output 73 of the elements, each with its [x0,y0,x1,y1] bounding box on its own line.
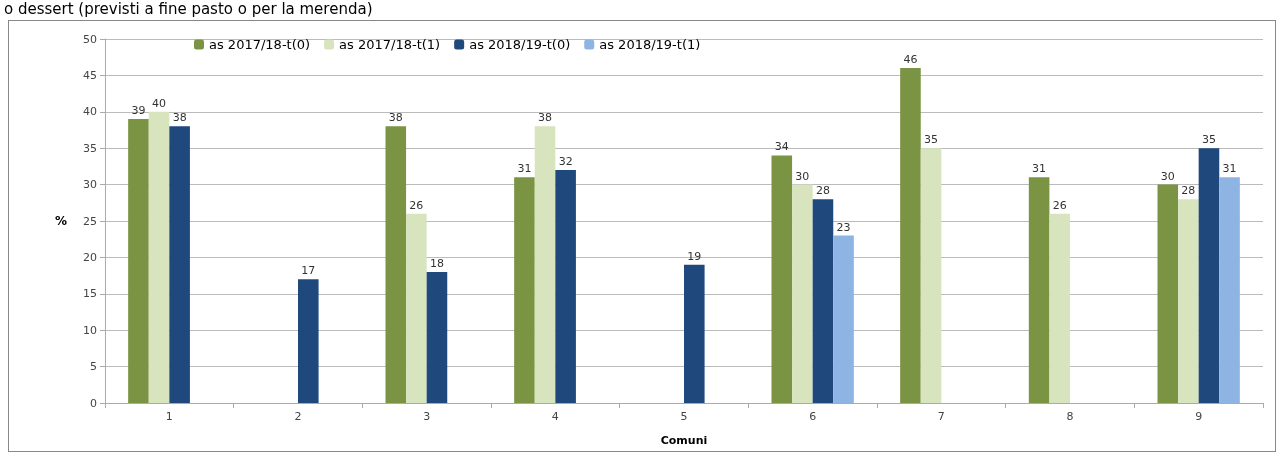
bar [771,155,793,403]
bar [385,126,407,403]
x-tick-label: 3 [423,410,431,423]
bar [792,184,813,403]
x-tick-label: 7 [937,410,945,423]
data-label: 35 [924,133,939,147]
data-label: 46 [903,53,918,67]
bar [684,264,705,403]
data-label: 38 [538,111,553,125]
bar [833,235,854,403]
bar [406,213,427,403]
y-axis-title: % [54,214,67,228]
data-label: 17 [301,264,316,278]
data-label: 18 [429,256,444,270]
y-tick-label: 10 [83,323,97,337]
y-tick-label: 0 [90,396,97,410]
bar [128,119,149,403]
data-label: 35 [1201,133,1216,147]
legend-label: as 2017/18-t(1) [339,37,441,52]
y-tick-label: 20 [83,250,97,264]
x-tick-label: 8 [1066,410,1074,423]
data-label: 26 [409,198,424,212]
bar [920,148,942,403]
y-tick-label: 40 [83,105,97,119]
y-tick-label: 15 [83,287,97,301]
bar [426,271,448,403]
bar [900,68,921,403]
legend-label: as 2018/19-t(1) [599,37,701,52]
data-label: 38 [388,111,403,125]
bar [1198,148,1220,403]
bar [169,126,190,403]
data-label: 31 [1222,162,1237,176]
x-tick-label: 5 [680,410,688,423]
y-tick-label: 5 [90,360,97,374]
bar [298,279,319,403]
data-label: 30 [795,169,810,183]
chart-title: o dessert (previsti a fine pasto o per la merenda) [4,0,373,18]
data-label: 32 [558,155,573,169]
x-axis-title: Comuni [660,434,708,447]
y-tick-label: 30 [83,178,97,192]
bar [812,199,834,403]
bar [1219,177,1240,403]
bar [1178,199,1199,403]
bar [514,177,535,403]
bar [148,111,170,403]
legend-label: as 2017/18-t(0) [209,37,311,52]
x-tick-label: 4 [551,410,559,423]
bar [1028,177,1050,403]
bar [1157,184,1179,403]
x-tick-label: 6 [809,410,817,423]
data-label: 26 [1052,198,1067,212]
data-label: 23 [836,220,851,234]
legend-label: as 2018/19-t(0) [469,37,571,52]
data-label: 31 [517,162,532,176]
y-tick-label: 45 [83,68,97,82]
bar [1049,213,1070,403]
data-label: 40 [152,96,167,110]
bar [555,170,576,403]
data-label: 28 [1181,184,1196,198]
data-label: 38 [172,111,187,125]
y-tick-label: 35 [83,141,97,155]
data-label: 28 [815,184,830,198]
data-label: 19 [687,249,702,263]
x-tick-label: 2 [294,410,302,423]
y-tick-label: 50 [83,32,97,46]
bar [534,126,556,403]
x-tick-label: 9 [1195,410,1203,423]
y-tick-label: 25 [83,214,97,228]
data-label: 34 [774,140,789,154]
data-label: 30 [1160,169,1175,183]
data-label: 39 [131,104,146,118]
x-tick-label: 1 [165,410,173,423]
data-label: 31 [1032,162,1047,176]
